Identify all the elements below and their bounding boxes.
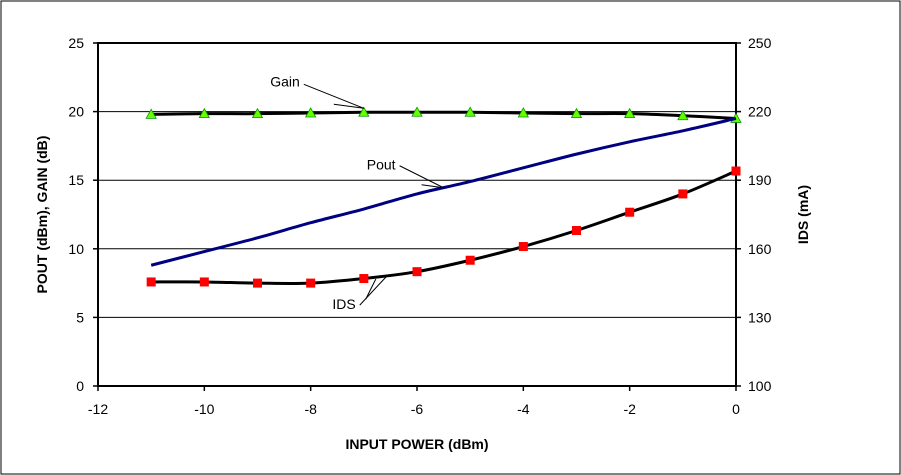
gain-point bbox=[623, 107, 636, 119]
x-tick-label: -6 bbox=[411, 401, 424, 417]
annotation-leader bbox=[365, 278, 377, 300]
y2-tick-label: 160 bbox=[748, 241, 772, 257]
ids-point bbox=[731, 166, 741, 176]
ids-point bbox=[625, 207, 635, 217]
ids-point bbox=[572, 226, 581, 236]
gain-point bbox=[517, 107, 530, 118]
x-axis-title: INPUT POWER (dBm) bbox=[345, 436, 488, 452]
y-tick-label: 20 bbox=[68, 104, 84, 120]
ids-point bbox=[199, 277, 209, 287]
y-tick-label: 10 bbox=[68, 241, 84, 257]
annotation-leader bbox=[303, 83, 365, 109]
annotation-leader bbox=[333, 103, 364, 109]
ids-point bbox=[306, 278, 316, 288]
annotation-layer: Gain Pout IDS bbox=[270, 73, 444, 312]
gain-point bbox=[570, 107, 583, 119]
ticks-layer: -12 -10 -8 -6 -4 -2 0 0 5 10 15 20 25 100 130 160 190 220… bbox=[68, 35, 771, 417]
x-tick-label: -10 bbox=[194, 401, 214, 417]
ids-point bbox=[146, 277, 156, 287]
annotation-leader bbox=[399, 165, 444, 189]
y2-tick-label: 130 bbox=[748, 309, 772, 325]
x-tick-label: -8 bbox=[304, 401, 317, 417]
annotation-leader bbox=[359, 274, 389, 306]
series-layer bbox=[145, 106, 742, 288]
y2-tick-label: 190 bbox=[748, 172, 772, 188]
y-tick-label: 15 bbox=[68, 172, 84, 188]
annotation-ids: IDS bbox=[332, 296, 355, 312]
x-tick-label: 0 bbox=[732, 401, 740, 417]
gain-point bbox=[464, 106, 476, 117]
annotation-gain: Gain bbox=[270, 73, 300, 89]
ids-point bbox=[359, 274, 369, 284]
y-tick-label: 5 bbox=[76, 309, 84, 325]
gain-point bbox=[198, 107, 211, 119]
y2-tick-label: 100 bbox=[748, 378, 772, 394]
ids-point bbox=[253, 278, 262, 288]
y2-tick-label: 220 bbox=[748, 104, 772, 120]
ids-point bbox=[678, 189, 688, 199]
y-axis-title: POUT (dBm), GAIN (dB) bbox=[34, 136, 50, 294]
gain-series-line bbox=[151, 110, 737, 120]
y2-axis-title: IDS (mA) bbox=[795, 185, 811, 244]
gain-point bbox=[358, 106, 370, 117]
x-tick-label: -2 bbox=[623, 401, 636, 417]
gain-point bbox=[251, 107, 264, 119]
x-tick-label: -12 bbox=[88, 401, 108, 417]
ids-point bbox=[412, 267, 422, 277]
annotation-pout: Pout bbox=[367, 157, 396, 173]
y-tick-label: 25 bbox=[68, 35, 84, 51]
ids-point bbox=[465, 255, 475, 265]
annotation-leader bbox=[421, 184, 444, 189]
y-tick-label: 0 bbox=[76, 378, 84, 394]
gain-point bbox=[145, 108, 157, 119]
gain-point bbox=[411, 106, 423, 117]
gain-point bbox=[304, 107, 317, 118]
ids-point bbox=[518, 242, 528, 252]
y2-tick-label: 250 bbox=[748, 35, 772, 51]
gain-point bbox=[677, 109, 689, 121]
x-tick-label: -4 bbox=[517, 401, 530, 417]
